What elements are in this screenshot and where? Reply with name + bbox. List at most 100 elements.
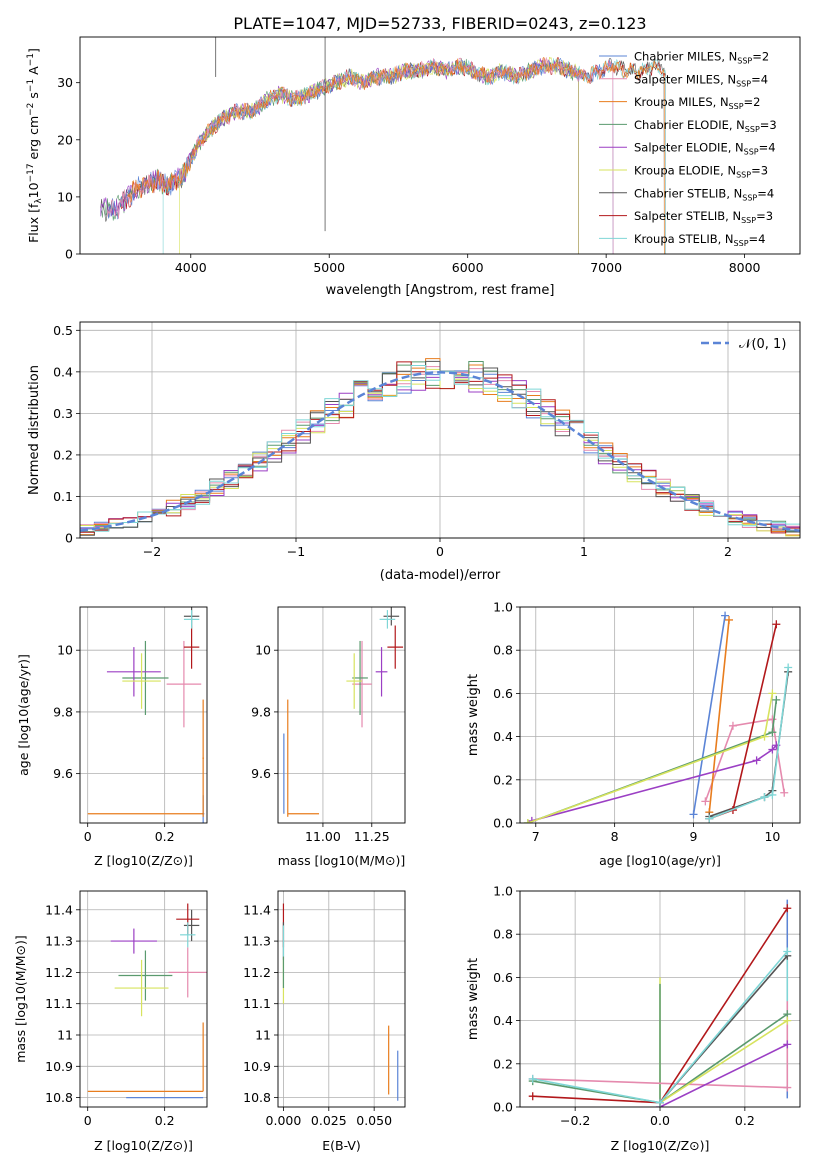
- legend: Chabrier MILES, NSSP=2 Salpeter MILES, NS…: [599, 50, 777, 248]
- y-tick-label: 10: [255, 643, 271, 658]
- weight-marker: [528, 1092, 537, 1101]
- weight-marker: [772, 695, 781, 704]
- axes-frame: [79, 606, 208, 824]
- data-point: [352, 640, 368, 715]
- y-tick-label: 11.4: [243, 902, 271, 917]
- axes-frame: [519, 890, 801, 1108]
- plot-area: [523, 611, 793, 823]
- legend-label: Salpeter MILES, NSSP=4: [634, 72, 768, 88]
- y-tick-label: 10.8: [45, 1090, 73, 1105]
- y-tick-label: 0.2: [493, 1056, 513, 1071]
- x-tick-label: −2: [143, 544, 161, 559]
- legend-value: =4: [751, 72, 768, 86]
- weight-marker: [783, 1016, 792, 1025]
- spectrum-line-kroupa-stelib: [162, 58, 666, 254]
- y-tick-label: 9.8: [251, 704, 271, 719]
- x-tick-label: 0.2: [735, 1113, 755, 1128]
- data-point: [166, 640, 202, 728]
- axes-frame: [79, 890, 208, 1108]
- y-tick-label: 0.0: [493, 1100, 513, 1115]
- x-tick-label: 11.00: [305, 829, 341, 844]
- z-mass-panel: 0 0.2 10.8 10.9 11 11.1 11.2 11.3 11.4 Z [log10(Z…: [13, 890, 208, 1153]
- x-tick-label: 4000: [175, 260, 207, 275]
- weight-marker: [721, 611, 730, 620]
- weight-marker: [752, 756, 761, 765]
- x-tick-label: 0: [84, 829, 92, 844]
- data-point: [375, 647, 388, 697]
- x-axis-label: Z [log10(Z/Z⊙)]: [94, 853, 193, 868]
- weight-marker: [760, 732, 769, 741]
- legend-value: =4: [749, 232, 766, 246]
- weight-marker: [768, 689, 777, 698]
- data-point: [122, 640, 169, 715]
- axes-frame: [277, 890, 406, 1108]
- y-tick-label: 10.9: [243, 1059, 271, 1074]
- y-tick-label: 11.4: [45, 902, 73, 917]
- y-tick-label: 11.2: [243, 965, 271, 980]
- y-tick-label: 20: [57, 132, 73, 147]
- y-tick-label: 0.4: [53, 364, 73, 379]
- y-tick-label: 0.8: [493, 927, 513, 942]
- legend-label: Kroupa STELIB, NSSP=4: [634, 232, 765, 248]
- legend-sub: SSP: [741, 216, 756, 225]
- legend-text: Chabrier STELIB, N: [634, 186, 742, 200]
- y-tick-label: 9.6: [251, 766, 271, 781]
- y-axis-label-part: A: [26, 66, 41, 79]
- legend-sub: SSP: [742, 193, 757, 202]
- legend-sub: SSP: [736, 171, 751, 180]
- y-axis-label: Normed distribution: [27, 365, 42, 495]
- legend-label: Chabrier MILES, NSSP=2: [634, 50, 769, 66]
- plot-area: [87, 903, 207, 1099]
- histogram-chabrier-stelib: [80, 360, 800, 538]
- weight-line-salpeter-miles: [532, 1078, 788, 1089]
- y-tick-label: 10: [57, 189, 73, 204]
- y-tick-label: 0.6: [493, 970, 513, 985]
- figure-title: PLATE=1047, MJD=52733, FIBERID=0243, z=0…: [233, 14, 646, 33]
- spectrum-line-salpeter-elodie: [100, 58, 579, 254]
- legend-text: Salpeter ELODIE, N: [634, 141, 744, 155]
- data-point: [118, 950, 173, 1001]
- x-axis-label: E(B-V): [322, 1138, 361, 1153]
- spectrum-line-salpeter-stelib: [121, 57, 666, 254]
- y-tick-label: 11.1: [243, 996, 271, 1011]
- plot-area: [87, 607, 205, 823]
- y-axis-label-part: ]: [26, 48, 41, 53]
- weight-marker: [768, 728, 777, 737]
- weight-marker: [760, 793, 769, 802]
- y-axis-label-part: λ: [34, 198, 44, 204]
- x-tick-label: 1: [580, 544, 588, 559]
- legend-value: =2: [752, 50, 769, 64]
- data-point: [183, 909, 200, 942]
- data-point: [114, 959, 169, 1017]
- y-axis-label-part: −17: [26, 163, 36, 182]
- legend-value: =3: [760, 118, 777, 132]
- z-age-panel: 0 0.2 9.6 9.8 10 Z [log10(Z/Z⊙)] age [log10(ag…: [16, 606, 208, 868]
- weight-marker: [783, 1083, 792, 1092]
- x-tick-label: 10: [764, 829, 780, 844]
- legend-sub: SSP: [729, 102, 744, 111]
- plot-area: [80, 358, 800, 538]
- y-tick-label: 11.2: [45, 965, 73, 980]
- spectrum-line-chabrier-stelib: [100, 58, 665, 254]
- y-tick-label: 0.1: [53, 489, 73, 504]
- y-axis-label-part: −2: [26, 103, 36, 116]
- y-tick-label: 1.0: [493, 600, 513, 615]
- gaussian-curve: [80, 371, 800, 532]
- data-point: [346, 653, 363, 709]
- y-tick-label: 0.4: [493, 729, 513, 744]
- y-tick-label: 11: [255, 1028, 271, 1043]
- y-axis-label-part: −1: [26, 79, 36, 92]
- weight-marker: [772, 620, 781, 629]
- y-tick-label: 0: [65, 247, 73, 262]
- z-weight-panel: −0.2 0.0 0.2 0.0 0.2 0.4 0.6 0.8 1.0 Z [log10(Z/Z…: [466, 884, 801, 1153]
- legend-label: Kroupa MILES, NSSP=2: [634, 95, 760, 111]
- weight-line-kroupa-elodie: [659, 1019, 788, 1104]
- axes-frame: [79, 321, 801, 539]
- axes-frame: [519, 606, 801, 824]
- weight-line-kroupa-miles: [708, 619, 730, 813]
- legend-value: =4: [757, 186, 774, 200]
- y-tick-label: 30: [57, 75, 73, 90]
- legend-label: Chabrier ELODIE, NSSP=3: [634, 118, 777, 134]
- y-tick-label: 0.8: [493, 643, 513, 658]
- residuals-panel: −2 −1 0 1 2 0 0.1 0.2 0.3 0.4 0.5 𝒩(0, 1) (data-mode…: [27, 321, 801, 583]
